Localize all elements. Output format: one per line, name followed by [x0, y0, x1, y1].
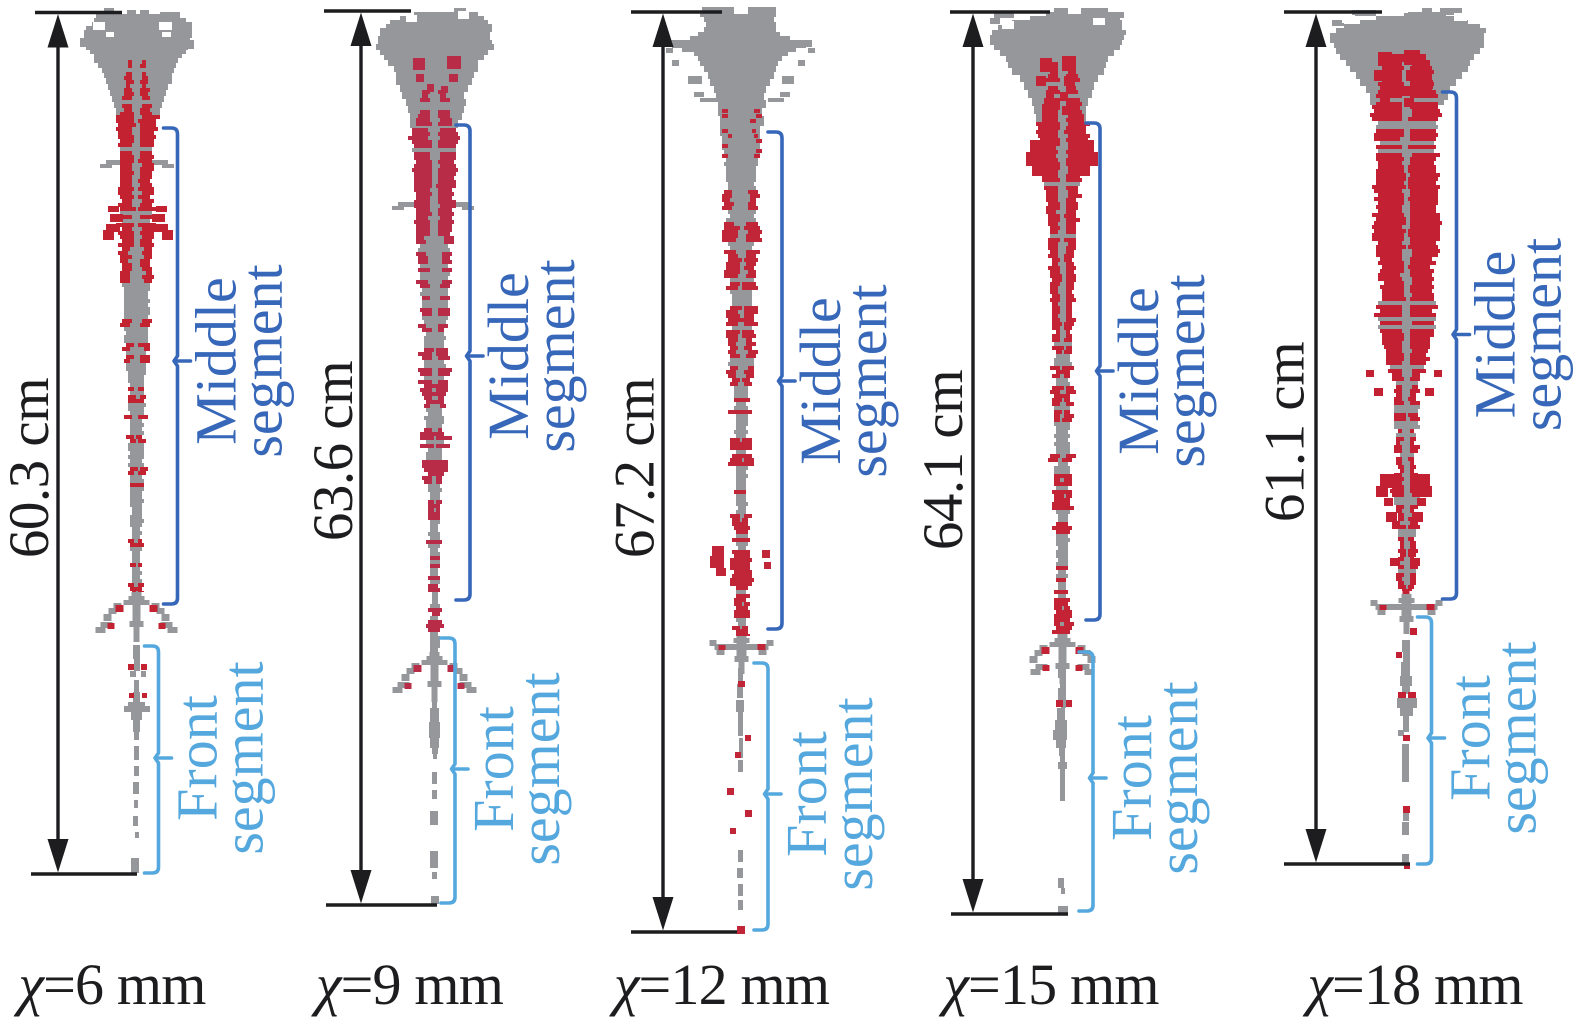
svg-text:Front: Front [461, 706, 526, 832]
svg-text:67.2 cm: 67.2 cm [604, 378, 667, 558]
svg-text:Front: Front [1099, 715, 1164, 841]
svg-text:segment: segment [211, 661, 276, 854]
svg-text:χ=6 mm: χ=6 mm [13, 952, 206, 1017]
svg-text:segment: segment [1145, 681, 1210, 874]
svg-text:segment: segment [522, 259, 587, 452]
svg-text:60.3 cm: 60.3 cm [0, 378, 61, 558]
svg-text:Middle: Middle [1106, 287, 1171, 455]
svg-text:χ=15 mm: χ=15 mm [938, 952, 1159, 1017]
svg-text:Middle: Middle [1463, 251, 1528, 419]
svg-text:segment: segment [820, 697, 885, 890]
svg-text:64.1 cm: 64.1 cm [912, 370, 975, 550]
svg-text:Front: Front [165, 695, 230, 821]
svg-text:segment: segment [507, 672, 572, 865]
svg-text:segment: segment [230, 264, 295, 457]
svg-text:Middle: Middle [184, 277, 249, 445]
svg-text:segment: segment [834, 284, 899, 477]
svg-text:χ=18 mm: χ=18 mm [1302, 952, 1523, 1017]
svg-text:63.6 cm: 63.6 cm [302, 361, 365, 541]
svg-text:segment: segment [1484, 641, 1549, 834]
svg-text:Front: Front [774, 731, 839, 857]
svg-text:χ=9 mm: χ=9 mm [311, 952, 504, 1017]
svg-text:χ=12 mm: χ=12 mm [609, 952, 830, 1017]
svg-text:Middle: Middle [476, 272, 541, 440]
svg-text:Front: Front [1438, 675, 1503, 801]
svg-text:61.1 cm: 61.1 cm [1254, 342, 1317, 522]
svg-text:segment: segment [1152, 274, 1217, 467]
svg-text:Middle: Middle [788, 297, 853, 465]
svg-text:segment: segment [1509, 238, 1574, 431]
